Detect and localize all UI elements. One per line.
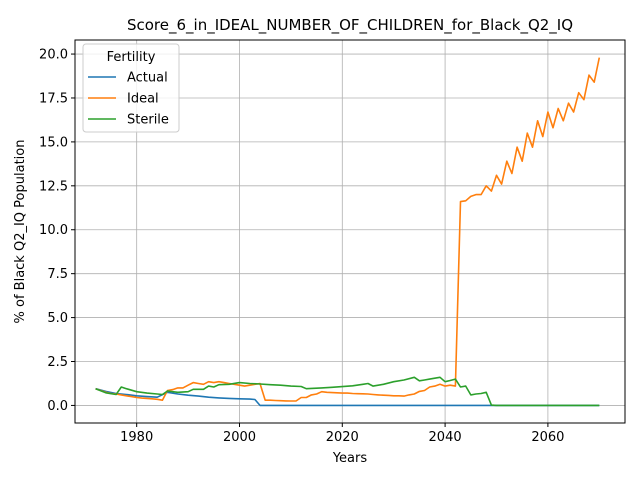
x-tick-label: 1980	[120, 430, 153, 445]
legend-label-ideal: Ideal	[127, 92, 159, 107]
y-tick-label: 17.5	[39, 91, 68, 106]
y-tick-label: 5.0	[47, 311, 68, 326]
y-tick-label: 7.5	[47, 267, 68, 282]
x-tick-label: 2020	[326, 430, 359, 445]
series-layer	[95, 57, 601, 407]
series-line-actual	[95, 387, 600, 407]
y-tick-label: 10.0	[39, 223, 68, 238]
x-tick-label: 2040	[429, 430, 462, 445]
ticks-layer: 1980 2000 2020 2040 2060 0.0 2.5 5.0 7.5 10.0 12.5…	[39, 48, 564, 445]
legend-label-actual: Actual	[127, 71, 168, 86]
y-tick-label: 0.0	[47, 399, 68, 414]
legend: Fertility Actual Ideal Sterile	[82, 43, 180, 133]
y-tick-label: 2.5	[47, 355, 68, 370]
y-tick-label: 15.0	[39, 135, 68, 150]
series-line-ideal	[95, 57, 601, 402]
legend-box	[82, 43, 180, 133]
legend-title: Fertility	[107, 50, 156, 65]
y-tick-label: 20.0	[39, 48, 68, 63]
x-tick-label: 2060	[531, 430, 564, 445]
plot-frame	[74, 39, 626, 424]
series-line-sterile	[95, 376, 600, 407]
x-axis-label: Years	[332, 451, 368, 466]
y-tick-label: 12.5	[39, 179, 68, 194]
legend-label-sterile: Sterile	[127, 113, 169, 128]
grid-layer	[75, 40, 625, 423]
chart-title: Score_6_in_IDEAL_NUMBER_OF_CHILDREN_for_…	[127, 16, 573, 35]
y-axis-label: % of Black Q2_IQ Population	[13, 140, 28, 324]
x-tick-label: 2000	[223, 430, 256, 445]
